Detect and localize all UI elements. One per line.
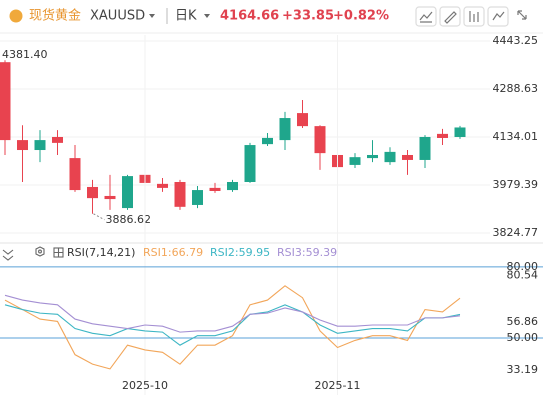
change: +33.85: [282, 9, 334, 24]
instrument-name[interactable]: 现货黄金: [29, 8, 81, 24]
y-tick-label: 4288.63: [493, 82, 539, 95]
rsi-line: [4, 304, 461, 346]
candle-body: [437, 133, 448, 138]
legend-entry: RSI1:66.79: [143, 246, 203, 259]
high-annotation: 4381.40: [2, 48, 48, 61]
candle-body: [402, 154, 413, 160]
candle-body: [192, 190, 203, 205]
candle-body: [174, 181, 186, 207]
candle-body: [279, 118, 291, 141]
period[interactable]: 日K: [175, 9, 197, 24]
change-percent: +0.82%: [333, 9, 389, 24]
low-annotation: 3886.62: [106, 213, 152, 226]
draw-icon: [444, 11, 457, 24]
candle-body: [52, 136, 63, 143]
candle-body: [314, 126, 326, 154]
tool-button[interactable]: [487, 6, 509, 27]
indicator-title: RSI(7,14,21): [67, 246, 135, 259]
candle-body: [367, 154, 378, 159]
candle-body: [17, 140, 28, 151]
rsi-line: [4, 285, 461, 370]
legend-entry: RSI3:59.39: [277, 246, 337, 259]
compare-icon: [492, 11, 505, 21]
y-tick-label: 4134.01: [493, 130, 539, 143]
candle-body: [454, 127, 466, 137]
rsi-line: [4, 294, 461, 333]
dropdown-arrow[interactable]: [204, 14, 210, 18]
y-tick-label: 4443.25: [493, 34, 539, 47]
tool-button[interactable]: [415, 6, 437, 27]
toolbar: [0, 0, 543, 33]
y-tick-label: 56.86: [507, 315, 539, 328]
candle-body: [157, 183, 168, 188]
tool-button[interactable]: [463, 6, 485, 27]
dropdown-arrow[interactable]: [149, 14, 155, 18]
y-tick-label: 3979.39: [493, 178, 539, 191]
fullscreen-icon[interactable]: [517, 10, 527, 20]
candle-body: [227, 181, 238, 191]
legend-entry: RSI2:59.95: [210, 246, 270, 259]
candle-body: [122, 176, 133, 209]
candle-body: [419, 136, 431, 160]
candle-body: [0, 62, 11, 141]
annotation-leader: [93, 213, 105, 221]
candle-body: [244, 145, 256, 182]
settings-icon-center: [38, 249, 42, 254]
candle-body: [69, 158, 81, 191]
candle-body: [209, 187, 221, 191]
candle-body: [34, 140, 46, 151]
candle-icon: [469, 11, 479, 22]
collapse-icon[interactable]: [2, 249, 14, 261]
candle-body: [297, 113, 308, 127]
candle-body: [104, 195, 116, 200]
indicator-menu-icon-grid: [54, 248, 63, 257]
candle-body: [384, 151, 396, 163]
candle-body: [87, 186, 98, 199]
y-tick-label: 3824.77: [493, 226, 539, 239]
price: 4164.66: [220, 9, 279, 24]
tool-button[interactable]: [439, 6, 461, 27]
candle-body: [262, 137, 273, 145]
y-tick-label: 80.54: [507, 269, 539, 282]
symbol[interactable]: XAUUSD: [90, 9, 145, 24]
x-tick-label: 2025-11: [315, 379, 361, 392]
reference-label: 50.00: [507, 331, 539, 344]
settings-icon[interactable]: [35, 246, 45, 257]
x-tick-label: 2025-10: [122, 379, 168, 392]
y-tick-label: 33.19: [507, 363, 539, 376]
reference-label: 80.00: [507, 260, 539, 273]
indicator-icon: [419, 11, 433, 23]
gold-icon: [9, 9, 23, 23]
candle-body: [349, 157, 361, 165]
